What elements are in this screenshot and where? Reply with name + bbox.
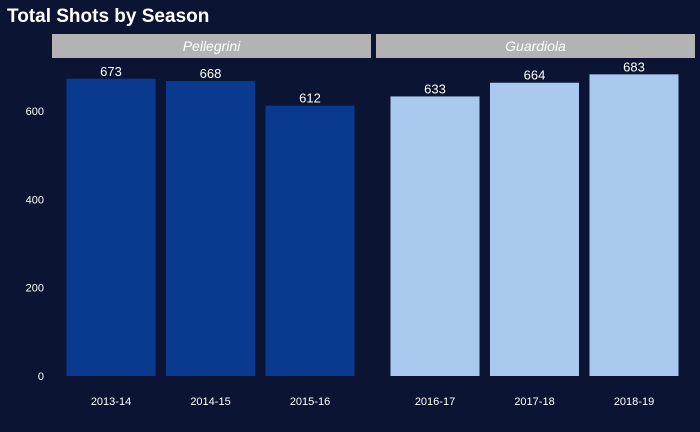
bar (265, 105, 355, 376)
bar (490, 82, 579, 376)
panel-pellegrini: Pellegrini 673 2013-14 668 2014-15 612 2015-16 (52, 34, 371, 408)
x-tick-label: 2018-19 (614, 396, 654, 408)
facet-panels: Pellegrini 673 2013-14 668 2014-15 612 2015-16… (52, 34, 695, 408)
y-tick-label: 0 (38, 371, 44, 383)
bar (390, 96, 480, 377)
data-label: 612 (299, 91, 321, 106)
bar (166, 80, 255, 376)
x-tick-label: 2013-14 (91, 396, 131, 408)
x-tick-label: 2014-15 (190, 396, 230, 408)
y-tick-label: 600 (26, 106, 44, 118)
chart-title: Total Shots by Season (7, 6, 209, 27)
x-tick-label: 2016-17 (415, 396, 455, 408)
panel-guardiola: Guardiola 633 2016-17 664 2017-18 683 2018-19 (376, 34, 695, 408)
facet-strip (52, 34, 371, 58)
y-axis: 0 200 400 600 (26, 106, 44, 383)
y-tick-label: 200 (26, 283, 44, 295)
data-label: 673 (100, 64, 122, 79)
facet-strip-label: Pellegrini (183, 38, 241, 54)
x-tick-label: 2017-18 (514, 396, 554, 408)
bar (66, 78, 156, 376)
data-label: 664 (524, 68, 546, 83)
data-label: 683 (623, 59, 645, 74)
x-tick-label: 2015-16 (290, 396, 330, 408)
y-tick-label: 400 (26, 194, 44, 206)
facet-strip-label: Guardiola (505, 38, 566, 54)
data-label: 668 (200, 66, 222, 81)
data-label: 633 (424, 81, 446, 96)
facet-strip (376, 34, 695, 58)
bar (589, 74, 679, 376)
